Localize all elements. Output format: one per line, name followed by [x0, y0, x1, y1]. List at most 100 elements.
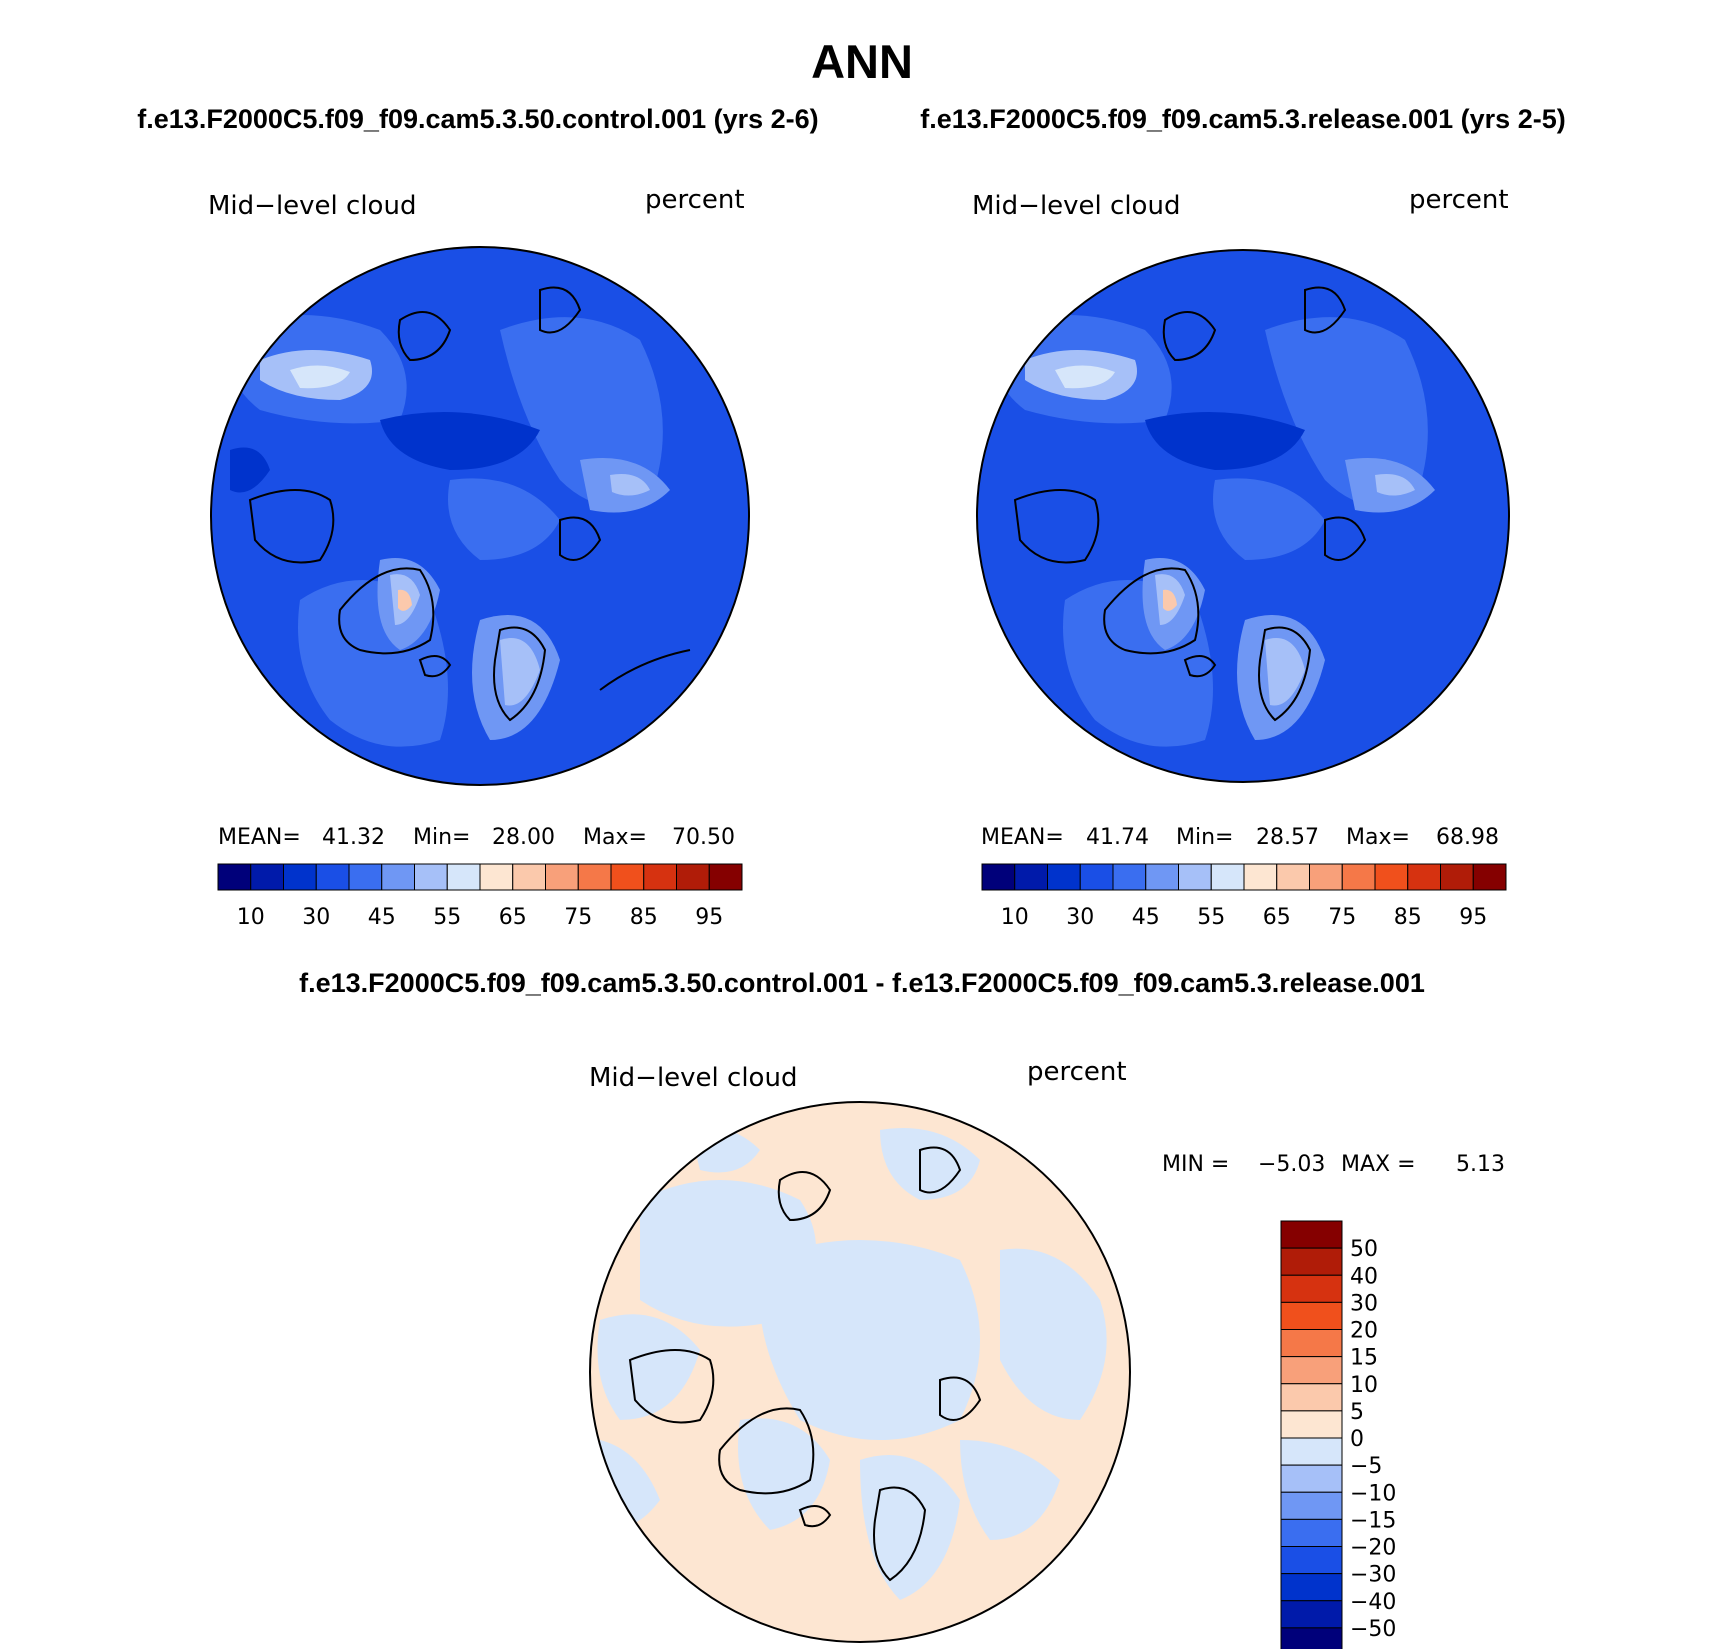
panel-2-colorbar-tick-label: 30 [1066, 905, 1094, 930]
panel-1-colorbar-swatch [610, 863, 645, 891]
diff-colorbar-swatch [1280, 1247, 1343, 1276]
panel-1-colorbar-tick-label: 30 [302, 905, 330, 930]
panel-2-colorbar-tick-label: 75 [1328, 905, 1356, 930]
panel-2-colorbar-swatch [1374, 863, 1409, 891]
diff-colorbar-swatch [1280, 1437, 1343, 1466]
panel-2-colorbar-swatch [1178, 863, 1212, 891]
diff-minmax: MIN = −5.03 MAX = 5.13 [1162, 1152, 1505, 1177]
panel-2-colorbar-tick-label: 10 [1001, 905, 1029, 930]
panel-1-mean-label: MEAN= [218, 825, 301, 850]
diff-colorbar-swatch [1280, 1491, 1343, 1520]
panel-1-colorbar-swatch [381, 863, 415, 891]
panel-1-colorbar-swatch [414, 863, 448, 891]
panel-1-colorbar-swatch [446, 863, 481, 891]
panel-2-colorbar-swatch [1472, 863, 1507, 891]
panel-1-colorbar-swatch [512, 863, 546, 891]
panel-1-colorbar-tick-label: 75 [564, 905, 592, 930]
panel-1-colorbar-swatch [283, 863, 317, 891]
panel-1-colorbar-swatch [708, 863, 743, 891]
panel-2-colorbar-swatch [1014, 863, 1048, 891]
diff-colorbar-tick-label: −20 [1350, 1536, 1396, 1561]
diff-colorbar-tick-label: −15 [1350, 1508, 1396, 1533]
diff-colorbar-tick-label: −50 [1350, 1617, 1396, 1642]
diff-min-label: MIN = [1162, 1152, 1229, 1177]
panel-1-colorbar-swatch [479, 863, 514, 891]
diff-colorbar-swatch [1280, 1518, 1343, 1547]
panel-1-stats: MEAN= 41.32 Min= 28.00 Max= 70.50 [218, 825, 735, 850]
panel-2-colorbar-swatch [1341, 863, 1376, 891]
panel-1-max-value: 70.50 [672, 825, 735, 850]
panel-2-case-title: f.e13.F2000C5.f09_f09.cam5.3.release.001… [920, 104, 1565, 134]
diff-colorbar-swatch [1280, 1410, 1343, 1439]
diff-colorbar-swatch [1280, 1274, 1343, 1303]
panel-1-colorbar-tick-label: 10 [237, 905, 265, 930]
panel-1-units-label: percent [645, 185, 745, 215]
panel-1-variable-label: Mid−level cloud [208, 191, 416, 221]
diff-colorbar-swatch [1280, 1329, 1343, 1358]
panel-2-stats: MEAN= 41.74 Min= 28.57 Max= 68.98 [981, 825, 1499, 850]
diff-colorbar-tick-label: 30 [1350, 1291, 1378, 1316]
panel-2-colorbar-swatch [1243, 863, 1278, 891]
panel-2-colorbar-tick-label: 95 [1459, 905, 1487, 930]
panel-2-colorbar-swatch [1079, 863, 1114, 891]
diff-min-value: −5.03 [1258, 1152, 1325, 1177]
diff-colorbar-tick-label: −30 [1350, 1563, 1396, 1588]
panel-2-colorbar-swatch [1407, 863, 1441, 891]
diff-colorbar-tick-label: 50 [1350, 1237, 1378, 1262]
panel-1-case-title: f.e13.F2000C5.f09_f09.cam5.3.50.control.… [137, 104, 818, 134]
diff-max-value: 5.13 [1456, 1152, 1505, 1177]
panel-2-colorbar-tick-label: 65 [1263, 905, 1291, 930]
panel-1-colorbar-tick-label: 65 [499, 905, 527, 930]
panel-1-min-value: 28.00 [492, 825, 555, 850]
panel-2-colorbar-tick-label: 45 [1132, 905, 1160, 930]
panel-2-colorbar-swatch [1440, 863, 1474, 891]
diff-colorbar-swatch [1280, 1301, 1343, 1330]
panel-1-max-label: Max= [583, 825, 647, 850]
diff-colorbar-swatch [1280, 1383, 1343, 1412]
panel-2-colorbar-swatch [1276, 863, 1310, 891]
diff-colorbar-swatch [1280, 1464, 1343, 1493]
diff-colorbar-tick-label: 15 [1350, 1346, 1378, 1371]
diff-units-label: percent [1027, 1057, 1127, 1087]
panel-2-min-label: Min= [1176, 825, 1233, 850]
panel-1-colorbar: 10 30 45 55 65 75 85 95 [217, 863, 743, 930]
diff-map [589, 1101, 1131, 1643]
panel-2-colorbar-swatch [1210, 863, 1245, 891]
diff-colorbar-tick-label: −5 [1350, 1454, 1382, 1479]
panel-2-colorbar-swatch [1112, 863, 1147, 891]
panel-2-max-label: Max= [1346, 825, 1410, 850]
panel-1-mean-value: 41.32 [322, 825, 385, 850]
panel-2-colorbar-swatch [1047, 863, 1081, 891]
diff-colorbar-tick-label: 40 [1350, 1264, 1378, 1289]
diff-colorbar-swatch [1280, 1573, 1343, 1602]
diff-colorbar-tick-label: −40 [1350, 1590, 1396, 1615]
panel-1-min-label: Min= [413, 825, 470, 850]
diff-colorbar-tick-label: 5 [1350, 1400, 1364, 1425]
panel-1-colorbar-tick-label: 45 [368, 905, 396, 930]
panel-1-colorbar-tick-label: 95 [695, 905, 723, 930]
panel-2-max-value: 68.98 [1436, 825, 1499, 850]
panel-1-colorbar-swatch [643, 863, 677, 891]
panel-1-colorbar-swatch [676, 863, 710, 891]
panel-1-map [210, 246, 750, 786]
diff-max-label: MAX = [1341, 1152, 1416, 1177]
diff-variable-label: Mid−level cloud [589, 1063, 797, 1093]
diff-colorbar-swatch [1280, 1627, 1343, 1649]
diff-colorbar-swatch [1280, 1546, 1343, 1575]
diff-colorbar-tick-label: 0 [1350, 1427, 1364, 1452]
panel-2-colorbar: 10 30 45 55 65 75 85 95 [981, 863, 1507, 930]
diff-colorbar-swatch [1280, 1220, 1343, 1249]
panel-1-colorbar-swatch [217, 863, 252, 891]
panel-1-colorbar-swatch [250, 863, 284, 891]
panel-2-colorbar-swatch [981, 863, 1016, 891]
panel-1-colorbar-swatch [545, 863, 579, 891]
diff-colorbar-swatch [1280, 1600, 1343, 1629]
panel-2-colorbar-swatch [1145, 863, 1179, 891]
panel-1-colorbar-swatch [577, 863, 612, 891]
panel-2-colorbar-tick-label: 55 [1197, 905, 1225, 930]
panel-2-map [976, 249, 1510, 783]
figure-title: ANN [811, 35, 913, 88]
panel-1-colorbar-tick-label: 55 [433, 905, 461, 930]
diff-colorbar-swatch [1280, 1356, 1343, 1385]
